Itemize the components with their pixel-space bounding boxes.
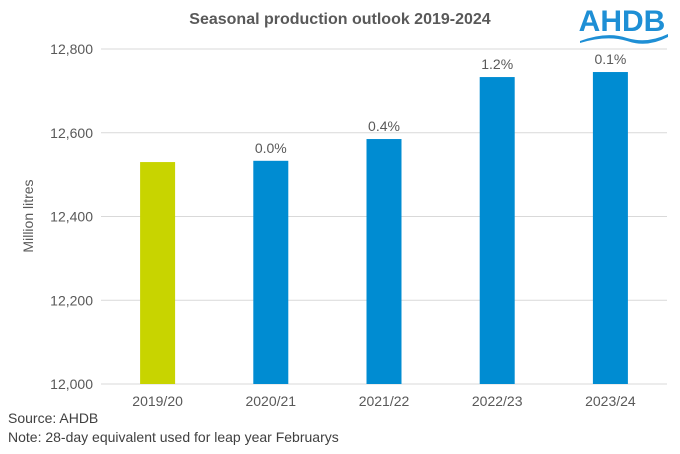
bar-2020-21 bbox=[253, 160, 289, 384]
chart-title: Seasonal production outlook 2019-2024 bbox=[189, 11, 491, 28]
data-label: 1.2% bbox=[481, 56, 513, 72]
x-tick-label: 2023/24 bbox=[585, 393, 636, 409]
y-axis-label: Million litres bbox=[20, 179, 36, 252]
bar-2021-22 bbox=[366, 139, 402, 384]
data-label: 0.1% bbox=[594, 51, 626, 67]
x-tick-label: 2019/20 bbox=[132, 393, 183, 409]
x-tick-label: 2022/23 bbox=[472, 393, 523, 409]
ahdb-logo: AHDB bbox=[572, 2, 672, 44]
bar-2019-20 bbox=[140, 162, 176, 384]
x-tick-label: 2020/21 bbox=[245, 393, 296, 409]
data-label: 0.4% bbox=[368, 118, 400, 134]
svg-text:AHDB: AHDB bbox=[579, 5, 666, 38]
source-note: Source: AHDB bbox=[8, 410, 99, 426]
data-label: 0.0% bbox=[255, 140, 287, 156]
y-tick-label: 12,200 bbox=[50, 292, 93, 308]
bar-2023-24 bbox=[592, 72, 628, 384]
x-tick-label: 2021/22 bbox=[359, 393, 410, 409]
bar-2022-23 bbox=[479, 77, 515, 385]
y-tick-label: 12,400 bbox=[50, 209, 93, 225]
y-tick-label: 12,600 bbox=[50, 125, 93, 141]
y-tick-label: 12,000 bbox=[50, 376, 93, 392]
footnote: Note: 28-day equivalent used for leap ye… bbox=[8, 429, 339, 445]
y-tick-label: 12,800 bbox=[50, 41, 93, 57]
